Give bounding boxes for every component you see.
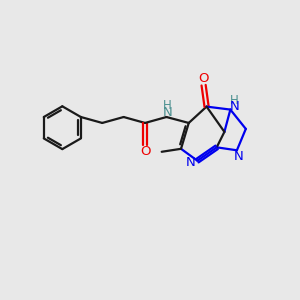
Text: N: N — [233, 150, 243, 163]
Text: H: H — [163, 99, 172, 112]
Text: N: N — [186, 156, 196, 169]
Text: H: H — [230, 94, 239, 107]
Text: N: N — [230, 100, 239, 113]
Text: N: N — [163, 106, 172, 119]
Text: O: O — [198, 72, 209, 85]
Text: O: O — [140, 145, 150, 158]
